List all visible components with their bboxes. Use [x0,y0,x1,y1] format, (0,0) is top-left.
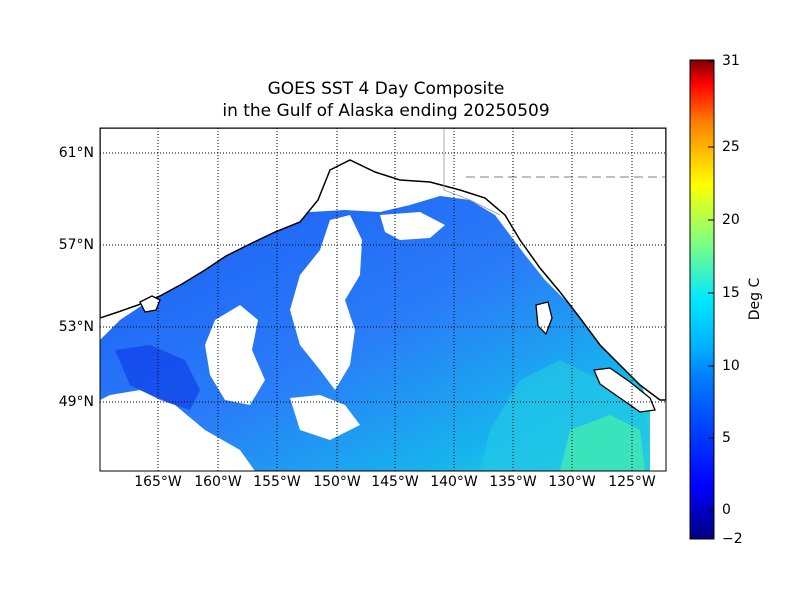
colorbar-tick-label: 25 [722,139,740,155]
lon-label-135w: 135°W [489,474,537,490]
haida-gwaii [535,301,553,336]
cloud-gap [290,395,360,440]
lat-label-53n: 53°N [58,319,94,335]
lat-label-61n: 61°N [58,145,94,161]
lat-label-57n: 57°N [58,237,94,253]
cloud-gap [290,215,362,390]
graticule [100,128,666,471]
lat-label-49n: 49°N [58,394,94,410]
lon-label-155w: 155°W [253,474,301,490]
lon-label-130w: 130°W [548,474,596,490]
map-frame [99,127,667,472]
lon-label-125w: 125°W [608,474,656,490]
alaska-coastline [100,128,666,401]
colorbar-tick-label: 0 [722,502,731,518]
colorbar-tick-label: 31 [722,53,740,69]
colorbar-unit-label: Deg C [747,277,763,321]
lon-label-140w: 140°W [430,474,478,490]
colorbar-tick-label: 5 [722,430,731,446]
cloud-gap [100,390,255,471]
map-title-line-1: GOES SST 4 Day Composite [267,79,505,99]
map-title: GOES SST 4 Day Composite in the Gulf of … [100,78,672,122]
map-title-line-2: in the Gulf of Alaska ending 20250509 [222,101,550,121]
vancouver-island [593,367,656,413]
sst-warmest-patch [560,415,645,471]
cloud-gap [140,440,210,471]
colorbar-tick-label: 20 [722,212,740,228]
colorbar-tick-label: 10 [722,358,740,374]
lon-label-160w: 160°W [194,474,242,490]
lon-label-145w: 145°W [371,474,419,490]
lon-label-165w: 165°W [134,474,182,490]
colorbar-ticks [708,60,714,540]
map-plot-area [100,128,666,471]
cloud-gap [380,212,445,240]
colorbar [689,59,715,540]
lon-label-150w: 150°W [313,474,361,490]
bc-border [443,128,501,216]
cloud-gap [205,305,265,405]
colorbar-tick-label: −2 [722,531,743,547]
colorbar-tick-label: 15 [722,285,740,301]
